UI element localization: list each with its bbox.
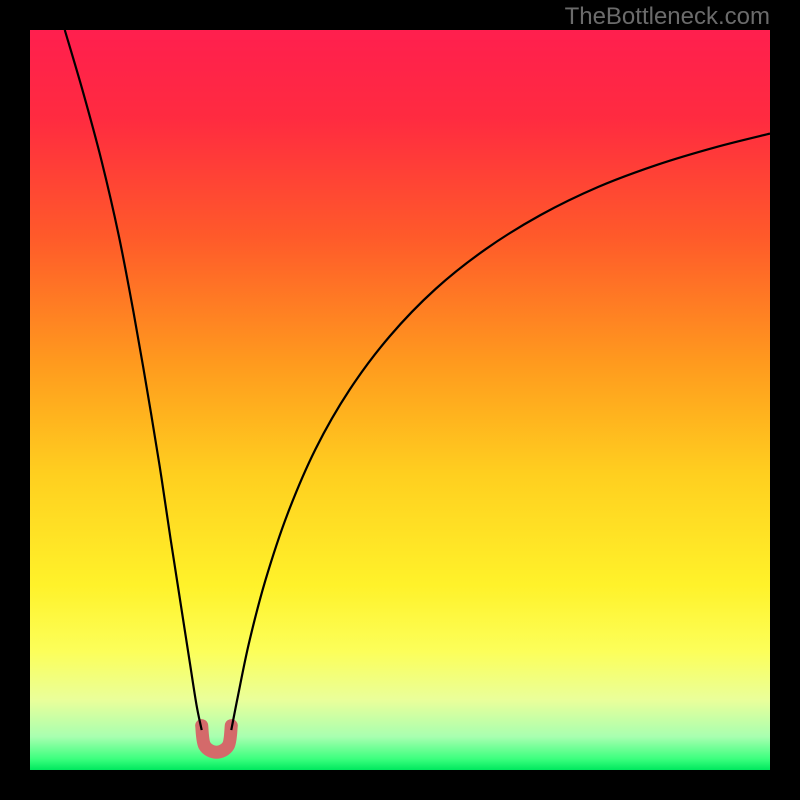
chart-svg xyxy=(0,0,800,800)
chart-stage: TheBottleneck.com xyxy=(0,0,800,800)
watermark-label: TheBottleneck.com xyxy=(565,3,770,31)
gradient-background xyxy=(30,30,770,770)
